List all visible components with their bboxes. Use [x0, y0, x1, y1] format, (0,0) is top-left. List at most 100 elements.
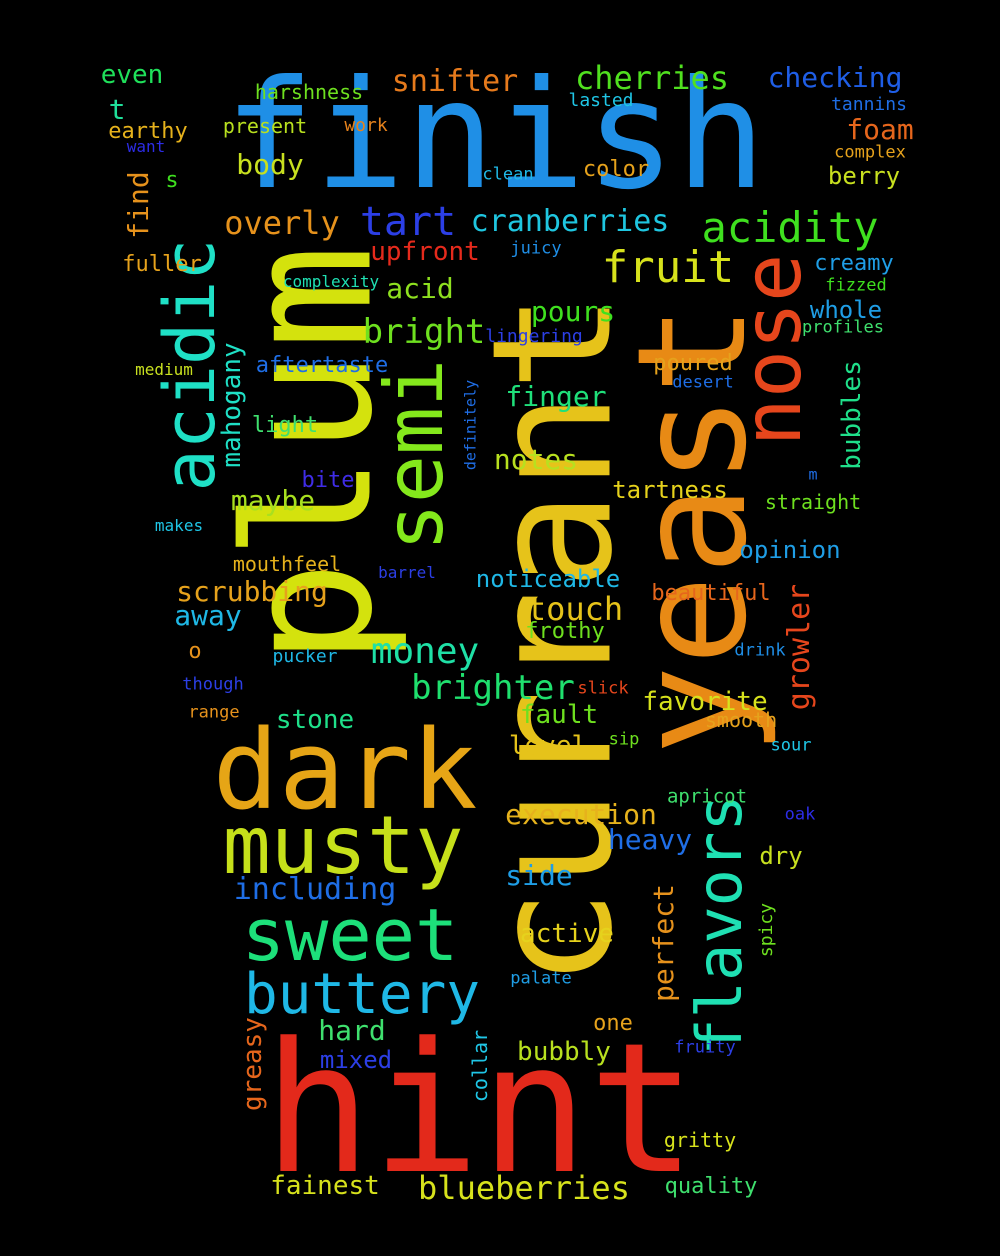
word-stone: stone	[275, 705, 355, 735]
word-color: color	[582, 157, 650, 182]
word-bubbly: bubbly	[517, 1037, 611, 1067]
word-juicy: juicy	[510, 238, 562, 259]
word-bright: bright	[362, 312, 486, 352]
word-fruit: fruit	[601, 242, 735, 293]
word-noticeable: noticeable	[475, 565, 621, 593]
word-spicy: spicy	[756, 902, 777, 958]
word-fizzed: fizzed	[825, 275, 887, 296]
word-dark: dark	[212, 706, 478, 834]
word-profiles: profiles	[802, 317, 884, 338]
word-growler: growler	[782, 583, 817, 711]
word-side: side	[505, 859, 573, 892]
word-opinion: opinion	[739, 536, 841, 564]
word-mahogany: mahogany	[217, 342, 247, 468]
word-fruity: fruity	[674, 1037, 736, 1058]
word-work: work	[344, 115, 388, 136]
word-complexity: complexity	[282, 272, 380, 291]
word-touch: touch	[526, 590, 624, 628]
word-oak: oak	[784, 804, 816, 825]
word-collar: collar	[468, 1029, 492, 1103]
word-pucker: pucker	[272, 646, 338, 667]
word-cherries: cherries	[574, 59, 730, 97]
word-fainest: fainest	[270, 1171, 380, 1201]
word-maybe: maybe	[230, 484, 316, 517]
word-flavors: flavors	[683, 794, 756, 1056]
word-level: level	[508, 731, 588, 761]
word-scrubbing: scrubbing	[176, 575, 328, 608]
word-complex: complex	[834, 142, 906, 163]
word-berry: berry	[827, 162, 901, 190]
word-smooth: smooth	[704, 708, 778, 732]
word-acid: acid	[386, 272, 454, 305]
word-lasted: lasted	[568, 90, 634, 111]
word-tart: tart	[359, 199, 457, 245]
word-upfront: upfront	[370, 237, 480, 267]
word-creamy: creamy	[814, 251, 894, 276]
word-dry: dry	[759, 842, 803, 870]
word-bubbles: bubbles	[837, 360, 867, 470]
word-buttery: buttery	[243, 962, 481, 1027]
word-mixed: mixed	[319, 1046, 393, 1074]
word-desert: desert	[672, 372, 734, 393]
word-quality: quality	[664, 1174, 758, 1199]
word-execution: execution	[505, 798, 657, 831]
word-s: s	[165, 168, 179, 193]
word-clean: clean	[482, 164, 534, 185]
word-tannins: tannins	[831, 94, 907, 115]
word-slick: slick	[577, 678, 629, 699]
word-away: away	[174, 599, 242, 632]
word-money: money	[370, 631, 480, 672]
word-overly: overly	[224, 204, 340, 242]
word-finger: finger	[505, 380, 607, 413]
word-definitely: definitely	[461, 379, 480, 471]
word-makes: makes	[154, 516, 204, 535]
word-greasy: greasy	[238, 1017, 268, 1111]
word-drink: drink	[734, 640, 786, 661]
word-beautiful: beautiful	[651, 581, 771, 606]
word-blueberries: blueberries	[418, 1169, 630, 1207]
word-harshness: harshness	[254, 80, 364, 104]
word-whole: whole	[809, 296, 883, 324]
word-aftertaste: aftertaste	[255, 353, 389, 378]
word-musty: musty	[222, 799, 464, 892]
word-straight: straight	[764, 490, 862, 514]
word-sour: sour	[770, 735, 812, 756]
word-apricot: apricot	[666, 785, 748, 808]
word-fuller: fuller	[122, 252, 202, 277]
word-checking: checking	[767, 61, 903, 94]
word-fault: fault	[519, 700, 599, 730]
word-bite: bite	[301, 468, 355, 493]
word-semi: semi	[368, 358, 461, 552]
word-palate: palate	[510, 968, 572, 989]
word-nose: nose	[726, 253, 819, 447]
word-even: even	[100, 60, 164, 90]
word-m: m	[808, 465, 818, 484]
word-light: light	[251, 413, 319, 438]
word-sweet: sweet	[241, 893, 459, 977]
word-mouthfeel: mouthfeel	[232, 552, 342, 576]
word-active: active	[520, 919, 614, 949]
word-t: t	[108, 93, 126, 126]
word-sip: sip	[608, 729, 640, 750]
word-tartness: tartness	[612, 476, 728, 504]
word-one: one	[593, 1011, 633, 1036]
word-though: though	[182, 674, 244, 695]
word-including: including	[233, 872, 397, 907]
word-medium: medium	[135, 360, 193, 379]
word-earthy: earthy	[108, 119, 188, 144]
word-snifter: snifter	[391, 64, 519, 99]
word-find: find	[122, 171, 155, 239]
word-finish: finish	[224, 49, 766, 223]
word-present: present	[222, 114, 308, 138]
word-perfect: perfect	[647, 883, 680, 1003]
word-lingering: lingering	[485, 326, 583, 347]
word-poured: poured	[653, 351, 733, 376]
word-heavy: heavy	[607, 823, 693, 856]
word-foam: foam	[846, 113, 914, 146]
word-hint: hint	[263, 1005, 697, 1214]
word-want: want	[126, 137, 166, 156]
word-pours: pours	[530, 295, 616, 328]
word-hard: hard	[318, 1014, 386, 1047]
word-cranberries: cranberries	[470, 204, 670, 239]
